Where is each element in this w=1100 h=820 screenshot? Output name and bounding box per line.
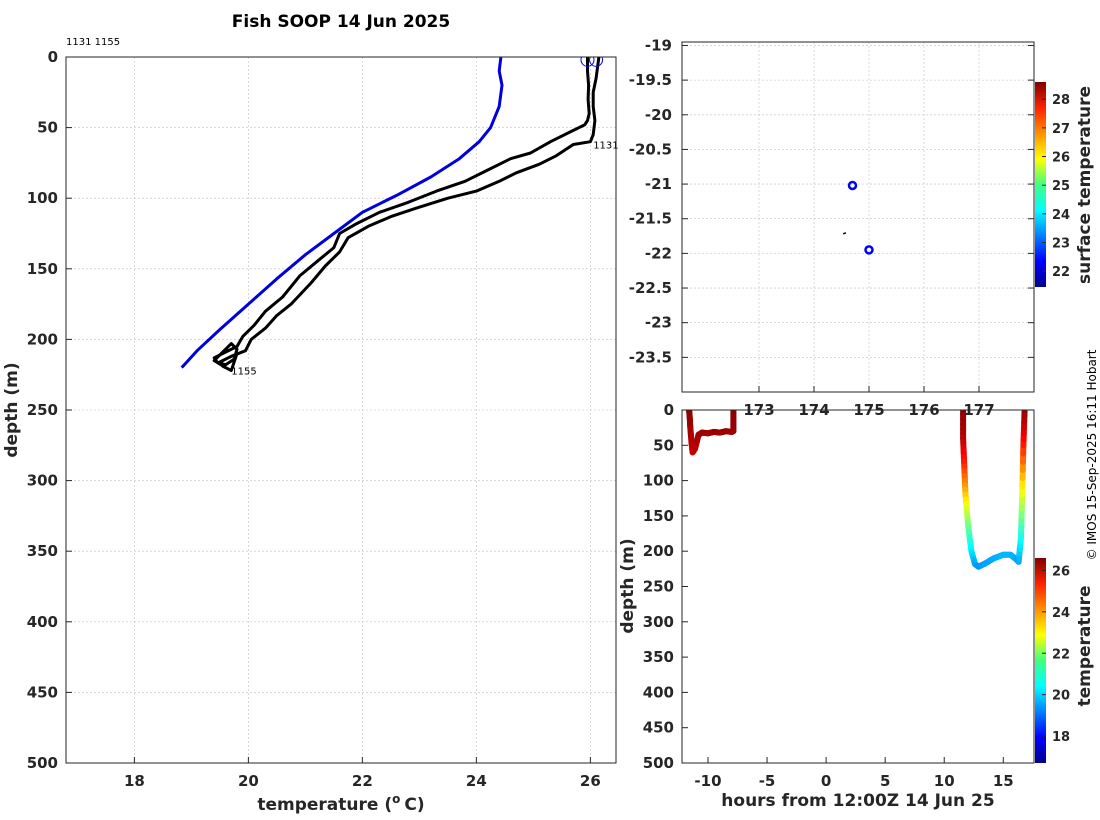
x-tick-label: 20 — [238, 772, 259, 790]
y-tick-label: 500 — [27, 754, 58, 772]
temperature-colorbar — [1035, 558, 1046, 763]
time-x-tick-label: 15 — [993, 772, 1014, 790]
x-axis-label-text: temperature ( — [257, 795, 392, 815]
profile-start-marker — [580, 57, 595, 67]
x-tick-label: 26 — [580, 772, 601, 790]
map-y-tick-label: -22.5 — [629, 279, 672, 297]
map-y-tick-label: -19.5 — [629, 71, 672, 89]
time-depth-panel: -10 -5 0 5 10 1505010015020025030035040045050… — [618, 401, 1095, 811]
y-tick-label: 250 — [27, 401, 58, 419]
surface-temperature-colorbar-ticks: 22 23 24 25 26 27 28 — [1042, 93, 1070, 280]
map-y-tick-label: -22 — [645, 244, 672, 262]
y-tick-label: 200 — [27, 330, 58, 348]
time-x-tick-label: 0 — [821, 772, 831, 790]
map-y-tick-label: -21.5 — [629, 210, 672, 228]
surface-temperature-colorbar — [1035, 82, 1046, 287]
x-axis-label-degree: o — [392, 792, 400, 806]
time-axis-label: hours from 12:00Z 14 Jun 25 — [721, 791, 994, 811]
colorbar-tick-label: 24 — [1052, 606, 1070, 621]
y-tick-label: 450 — [27, 683, 58, 701]
profile-1155-location — [864, 245, 874, 255]
time-x-tick-label: -5 — [759, 772, 776, 790]
time-depth-series — [686, 410, 1028, 570]
colorbar-tick-label: 26 — [1052, 151, 1070, 166]
time-y-tick-label: 100 — [643, 472, 674, 490]
time-y-tick-label: 250 — [643, 578, 674, 596]
x-axis-label: temperature (o C) — [257, 792, 424, 815]
profile-line — [212, 57, 591, 369]
map-y-tick-label: -21 — [645, 175, 672, 193]
x-tick-label: 22 — [352, 772, 373, 790]
time-y-tick-label: 400 — [643, 683, 674, 701]
time-y-tick-label: 300 — [643, 613, 674, 631]
time-y-tick-label: 150 — [643, 507, 674, 525]
colorbar-tick-label: 20 — [1052, 689, 1070, 704]
time-x-tick-label: 10 — [934, 772, 955, 790]
y-axis-label: depth (m) — [2, 362, 22, 457]
time-depth-axes-box — [681, 409, 1035, 764]
profile-start-marker — [589, 57, 604, 67]
x-tick-label: 18 — [124, 772, 145, 790]
map-y-tick-label: -19 — [645, 36, 672, 54]
map-ticks: 173 174 175 176 177-19-19.5-20-20.5-21-21.5-… — [629, 36, 1034, 419]
time-y-tick-label: 450 — [643, 719, 674, 737]
y-tick-label: 100 — [27, 189, 58, 207]
colorbar-tick-label: 25 — [1052, 179, 1070, 194]
map-y-tick-label: -20.5 — [629, 140, 672, 158]
y-tick-label: 0 — [48, 48, 58, 66]
map-points — [842, 180, 874, 255]
profile-grid — [66, 56, 616, 764]
y-tick-label: 150 — [27, 260, 58, 278]
x-axis-label-unit: C) — [404, 795, 424, 815]
colorbar-tick-label: 28 — [1052, 93, 1070, 108]
surface-temperature-label: surface temperature — [1075, 86, 1095, 284]
y-tick-label: 300 — [27, 472, 58, 490]
profile-ids-annotation: 1131 1155 — [66, 37, 120, 48]
profile-axes-box — [65, 56, 617, 764]
colorbar-tick-label: 24 — [1052, 208, 1070, 223]
climatology-line — [180, 57, 504, 369]
y-tick-label: 400 — [27, 613, 58, 631]
y-tick-label: 50 — [37, 119, 58, 137]
profile-panel: Fish SOOP 14 Jun 2025 18 20 22 24 26 0 50 100 15… — [2, 12, 619, 815]
time-y-tick-label: 500 — [643, 754, 674, 772]
x-tick-label: 24 — [466, 772, 487, 790]
colorbar-tick-label: 23 — [1052, 237, 1070, 252]
time-depth-y-axis-label: depth (m) — [618, 538, 638, 633]
map-grid — [682, 42, 1034, 392]
time-x-tick-label: 5 — [880, 772, 890, 790]
time-y-tick-label: 350 — [643, 648, 674, 666]
map-panel: 173 174 175 176 177-19-19.5-20-20.5-21-21.5-… — [629, 36, 1095, 419]
time-y-tick-label: 50 — [653, 436, 674, 454]
temperature-colorbar-ticks: 18 20 22 24 26 — [1042, 564, 1070, 745]
time-y-tick-label: 0 — [664, 401, 674, 419]
profile-line — [218, 57, 601, 372]
profile-1131-end-label: 1131 — [593, 141, 618, 152]
map-y-tick-label: -23.5 — [629, 348, 672, 366]
y-tick-label: 350 — [27, 542, 58, 560]
profile-series — [180, 57, 604, 372]
colorbar-tick-label: 22 — [1052, 265, 1070, 280]
colorbar-tick-label: 27 — [1052, 122, 1070, 137]
map-y-tick-label: -23 — [645, 314, 672, 332]
profile-1155-end-label: 1155 — [231, 366, 256, 377]
temperature-colorbar-label: temperature — [1075, 585, 1095, 706]
ship-track — [842, 232, 847, 235]
colorbar-tick-label: 26 — [1052, 564, 1070, 579]
colorbar-tick-label: 18 — [1052, 730, 1070, 745]
map-background — [682, 42, 1034, 392]
colorbar-tick-label: 22 — [1052, 647, 1070, 662]
time-depth-ticks: -10 -5 0 5 10 1505010015020025030035040045050… — [643, 401, 1014, 790]
profile-1131-location — [847, 180, 858, 191]
map-y-tick-label: -20 — [645, 106, 672, 124]
time-y-tick-label: 200 — [643, 542, 674, 560]
time-x-tick-label: -10 — [694, 772, 721, 790]
map-axes-box — [681, 41, 1035, 393]
profile-ticks: 18 20 22 24 26 0 50 100 150 200 250 300 350 400 450 500 — [27, 48, 601, 790]
imos-credit: © IMOS 15-Sep-2025 16:11 Hobart — [1085, 349, 1099, 560]
chart-title: Fish SOOP 14 Jun 2025 — [232, 12, 450, 32]
